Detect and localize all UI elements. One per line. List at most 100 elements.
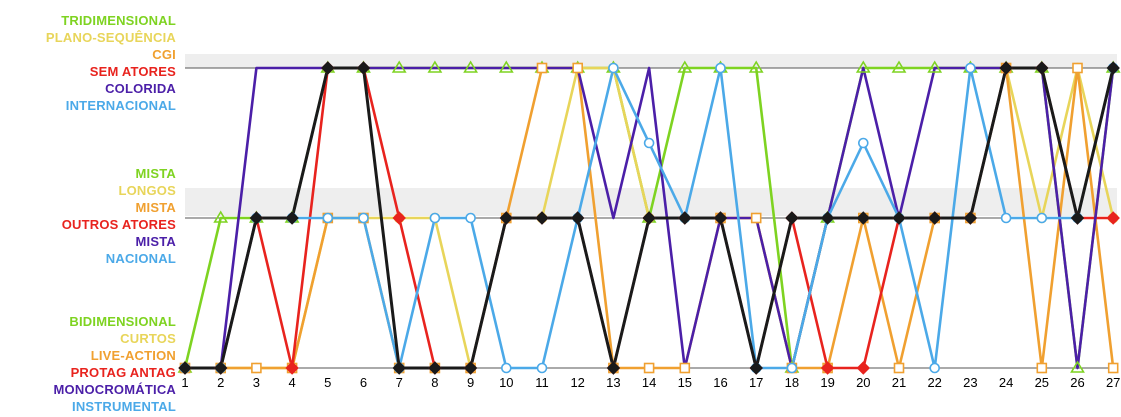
data-point-diamond — [1070, 211, 1085, 225]
data-point-diamond — [570, 211, 585, 225]
data-point-circle — [786, 362, 798, 374]
y-category-label: CURTOS — [120, 331, 176, 346]
y-category-label: TRIDIMENSIONAL — [61, 13, 176, 28]
x-tick-label: 14 — [642, 375, 656, 390]
data-point-diamond — [856, 211, 871, 225]
data-point-triangle — [463, 60, 479, 73]
y-category-label: NACIONAL — [105, 251, 176, 266]
y-category-label: INTERNACIONAL — [65, 98, 176, 113]
data-point-diamond — [999, 61, 1013, 75]
x-tick-label: 19 — [820, 375, 834, 390]
data-point-diamond — [249, 211, 264, 225]
data-point-diamond — [285, 361, 299, 375]
data-point-triangle — [855, 60, 871, 73]
x-tick-label: 26 — [1070, 375, 1084, 390]
data-point-square — [1107, 362, 1119, 374]
data-point-diamond — [820, 211, 835, 225]
data-point-diamond — [606, 361, 621, 375]
data-point-square — [251, 362, 262, 374]
x-tick-label: 1 — [181, 375, 188, 390]
data-point-diamond — [535, 211, 549, 225]
data-point-circle — [465, 212, 476, 224]
data-point-triangle — [891, 60, 907, 73]
data-point-diamond — [392, 361, 406, 375]
y-category-label: MISTA — [135, 200, 176, 215]
x-tick-label: 6 — [360, 375, 367, 390]
x-tick-label: 18 — [785, 375, 799, 390]
data-point-square — [572, 62, 584, 74]
x-tick-label: 7 — [396, 375, 403, 390]
data-point-square — [536, 62, 548, 74]
data-point-diamond — [927, 211, 942, 225]
data-point-square — [1036, 362, 1048, 374]
x-tick-label: 9 — [467, 375, 474, 390]
x-tick-label: 24 — [999, 375, 1013, 390]
data-point-diamond — [963, 211, 978, 225]
data-point-triangle — [927, 60, 943, 73]
y-category-label: COLORIDA — [105, 81, 176, 96]
data-point-triangle — [498, 60, 514, 73]
x-tick-label: 10 — [499, 375, 513, 390]
data-point-square — [893, 362, 905, 374]
data-point-diamond — [392, 211, 406, 225]
data-point-triangle — [677, 60, 693, 73]
x-tick-label: 16 — [713, 375, 727, 390]
y-category-label: PROTAG ANTAG — [70, 365, 176, 380]
x-tick-label: 22 — [927, 375, 941, 390]
data-point-diamond — [820, 361, 835, 375]
data-point-diamond — [499, 211, 514, 225]
data-point-circle — [1000, 212, 1012, 224]
data-point-square — [1072, 62, 1083, 74]
x-tick-label: 12 — [570, 375, 584, 390]
x-tick-label: 27 — [1106, 375, 1120, 390]
y-category-label: BIDIMENSIONAL — [69, 314, 176, 329]
data-point-circle — [608, 62, 619, 74]
x-tick-label: 8 — [431, 375, 438, 390]
data-point-diamond — [285, 211, 299, 225]
x-tick-labels: 1 2 3 4 5 6 7 8 9 10 11 12 13 14 15 16 17 18 19 20 21 22 23 24 2… — [181, 375, 1120, 390]
data-point-triangle — [213, 210, 229, 223]
x-tick-label: 23 — [963, 375, 977, 390]
data-point-circle — [322, 212, 334, 224]
data-point-circle — [429, 212, 441, 224]
y-category-label: CGI — [152, 47, 176, 62]
data-point-diamond — [321, 61, 335, 75]
x-tick-label: 15 — [678, 375, 692, 390]
data-point-circle — [643, 137, 655, 149]
data-point-diamond — [428, 361, 442, 375]
data-point-diamond — [856, 361, 871, 375]
y-category-label: SEM ATORES — [89, 64, 176, 79]
data-point-diamond — [642, 211, 656, 225]
data-point-diamond — [1106, 61, 1120, 75]
data-point-diamond — [356, 61, 371, 75]
y-label-panel: TRIDIMENSIONAL PLANO-SEQUÊNCIA CGI SEM ATOR… — [0, 0, 176, 417]
data-point-diamond — [749, 361, 763, 375]
x-tick-label: 11 — [535, 375, 549, 390]
data-point-triangle — [427, 60, 443, 73]
data-point-diamond — [785, 211, 799, 225]
data-point-triangle — [391, 60, 407, 73]
data-point-circle — [965, 62, 976, 74]
data-point-diamond — [1035, 61, 1049, 75]
data-point-square — [679, 362, 691, 374]
data-point-diamond — [178, 361, 192, 375]
data-point-square — [643, 362, 655, 374]
data-point-diamond — [463, 361, 478, 375]
data-point-diamond — [213, 361, 228, 375]
data-point-circle — [500, 362, 512, 374]
x-tick-label: 21 — [892, 375, 906, 390]
x-tick-label: 3 — [253, 375, 260, 390]
y-category-label: MONOCROMÁTICA — [53, 382, 176, 397]
data-point-triangle — [748, 60, 764, 73]
y-category-label: MISTA — [135, 166, 176, 181]
y-category-label: MISTA — [135, 234, 176, 249]
data-point-diamond — [1106, 211, 1120, 225]
data-point-circle — [715, 62, 726, 74]
series-markers — [177, 60, 1121, 375]
data-point-triangle — [1070, 360, 1085, 373]
x-tick-label: 13 — [606, 375, 620, 390]
data-point-circle — [536, 362, 548, 374]
level-band — [185, 54, 1117, 68]
data-point-diamond — [678, 211, 692, 225]
